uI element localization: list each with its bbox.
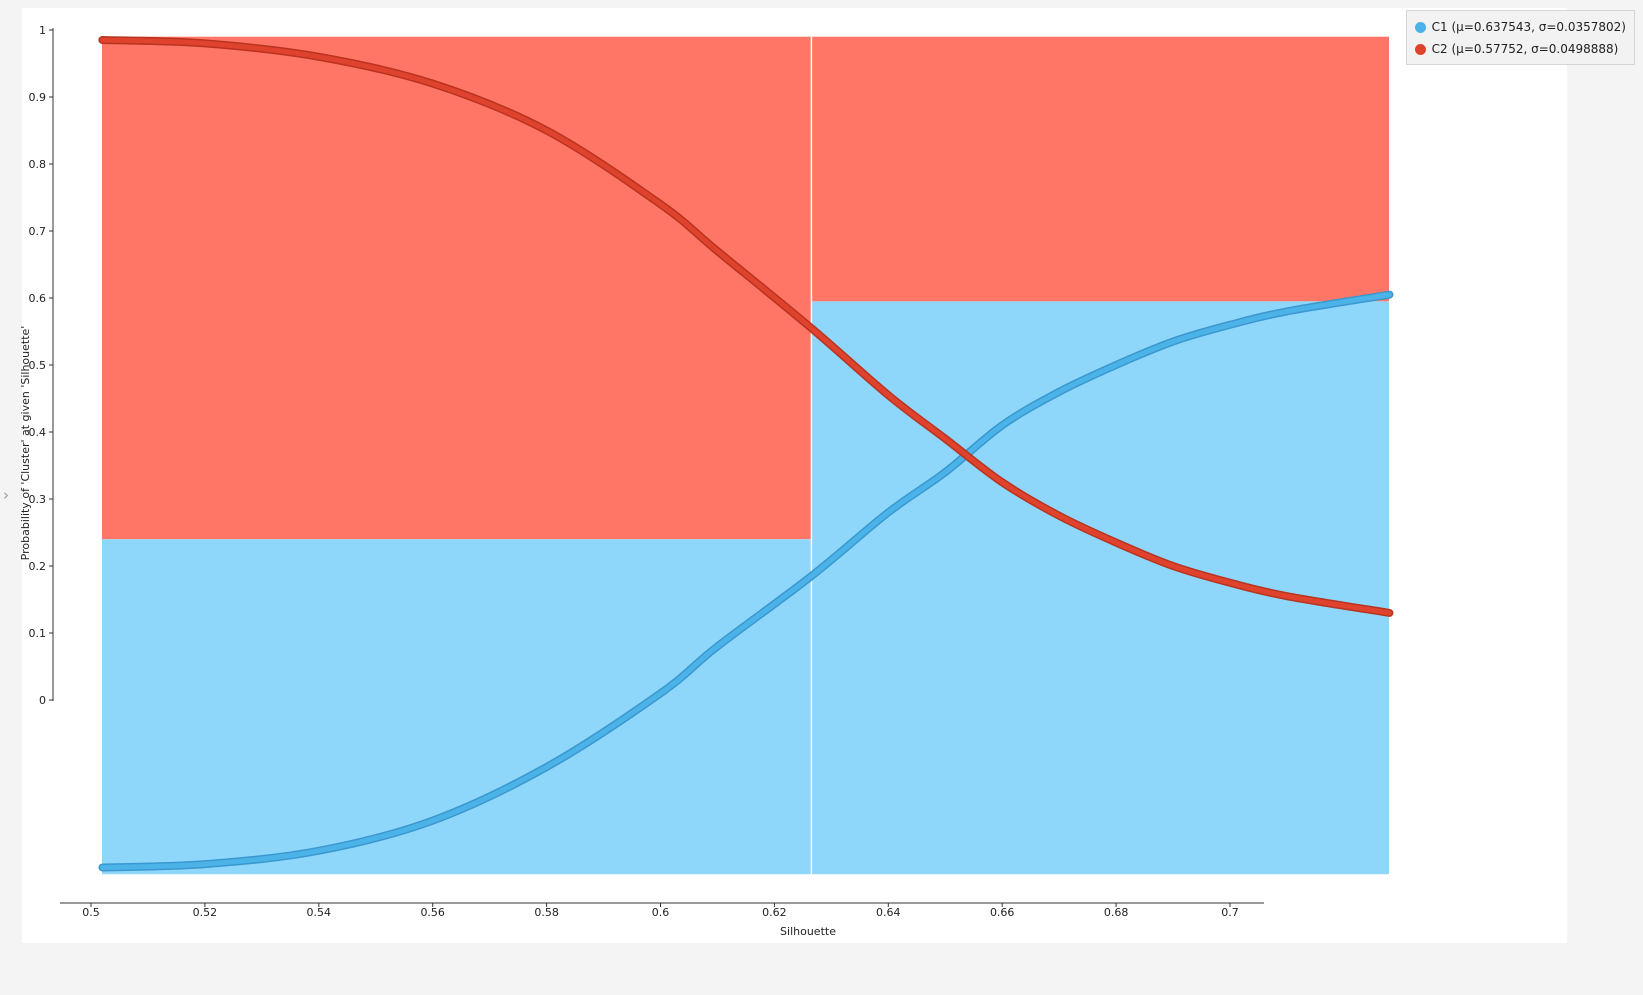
bar-c1-0 xyxy=(102,539,811,875)
y-axis: 0 0.1 0.2 0.3 0.4 0.5 0.6 0.7 0.8 0.9 1 xyxy=(29,24,54,707)
x-tick-label: 0.62 xyxy=(762,906,787,919)
bar-c2-0 xyxy=(102,36,811,540)
bar-c1-1 xyxy=(811,301,1389,875)
y-tick-label: 0.6 xyxy=(29,292,47,305)
legend-item-c2[interactable]: C2 (μ=0.57752, σ=0.0498888) xyxy=(1414,38,1626,60)
x-tick-label: 0.52 xyxy=(193,906,218,919)
x-tick-label: 0.66 xyxy=(990,906,1015,919)
x-tick-label: 0.56 xyxy=(420,906,445,919)
y-tick-label: 0.9 xyxy=(29,91,47,104)
y-tick-label: 0.2 xyxy=(29,560,47,573)
bar-c2-1 xyxy=(811,36,1389,302)
chevron-right-icon[interactable]: › xyxy=(3,486,9,504)
x-tick-label: 0.54 xyxy=(307,906,332,919)
x-tick-label: 0.7 xyxy=(1221,906,1239,919)
x-tick-label: 0.64 xyxy=(876,906,901,919)
bars-layer xyxy=(102,36,1389,875)
x-axis-title: Silhouette xyxy=(780,925,836,938)
legend-marker-c2 xyxy=(1414,43,1426,55)
x-tick-label: 0.58 xyxy=(534,906,559,919)
legend: C1 (μ=0.637543, σ=0.0357802) C2 (μ=0.577… xyxy=(1405,10,1635,65)
x-tick-label: 0.6 xyxy=(652,906,670,919)
curves-layer xyxy=(98,36,1394,872)
y-tick-label: 0.7 xyxy=(29,225,47,238)
x-tick-label: 0.68 xyxy=(1104,906,1129,919)
legend-item-c1[interactable]: C1 (μ=0.637543, σ=0.0357802) xyxy=(1414,16,1626,38)
x-tick-label: 0.5 xyxy=(82,906,100,919)
curve-c1 xyxy=(99,292,1392,870)
y-tick-label: 0 xyxy=(39,694,46,707)
y-tick-label: 0.8 xyxy=(29,158,47,171)
y-axis-title: Probability of 'Cluster' at given 'Silho… xyxy=(19,326,32,561)
legend-marker-c1 xyxy=(1414,21,1426,33)
curve-c2 xyxy=(99,37,1392,616)
y-tick-label: 0.5 xyxy=(29,359,47,372)
y-tick-label: 0.3 xyxy=(29,493,47,506)
legend-label-c1: C1 (μ=0.637543, σ=0.0357802) xyxy=(1431,20,1626,34)
y-tick-label: 1 xyxy=(39,24,46,37)
y-tick-label: 0.4 xyxy=(29,426,47,439)
legend-label-c2: C2 (μ=0.57752, σ=0.0498888) xyxy=(1431,42,1619,56)
y-tick-label: 0.1 xyxy=(29,627,47,640)
x-axis: 0.5 0.52 0.54 0.56 0.58 0.6 0.62 0.64 0.66 0.68 0.… xyxy=(60,902,1264,919)
